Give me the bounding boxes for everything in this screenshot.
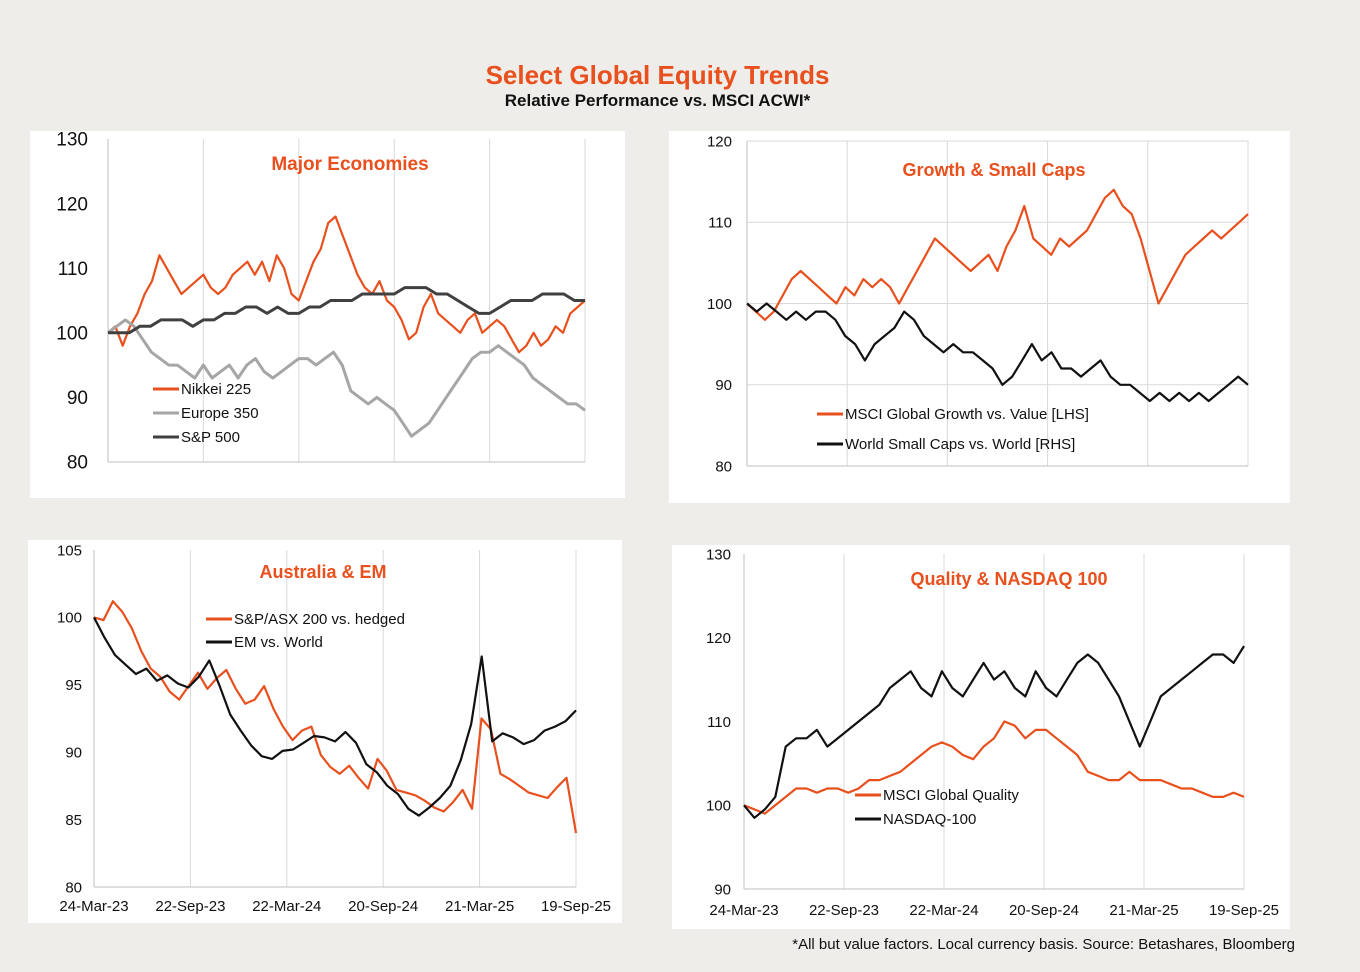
page-subtitle: Relative Performance vs. MSCI ACWI*: [504, 91, 811, 110]
major-economies-chart: 80 90 100 110 120 130 Major Economies Nikkei 22…: [56, 131, 586, 474]
y-tick-label: 120: [56, 194, 88, 215]
y-tick-label: 120: [707, 133, 732, 150]
y-tick-label: 100: [706, 798, 731, 815]
msci-global-growth-vs-value-lhs-line: [746, 188, 1249, 321]
y-tick-label: 95: [65, 677, 82, 694]
x-tick-label: 21-Mar-25: [1109, 902, 1178, 919]
nasdaq-100-line: [743, 645, 1245, 819]
y-tick-label: 110: [58, 259, 88, 280]
x-tick-label: 20-Sep-24: [348, 898, 418, 915]
quality-nasdaq-chart: 90 100 110 120 130 24-Mar-23 22-Sep-23 22-Mar-2…: [706, 546, 1279, 919]
y-tick-label: 85: [65, 812, 82, 829]
x-tick-label: 22-Mar-24: [252, 898, 321, 915]
legend-label: NASDAQ-100: [883, 811, 976, 828]
em-vs-world-line: [93, 616, 577, 817]
x-tick-label: 20-Sep-24: [1009, 902, 1079, 919]
y-tick-label: 105: [57, 542, 82, 559]
x-tick-label: 19-Sep-25: [541, 898, 611, 915]
growth-small-caps-chart: 80 90 100 110 120 Growth & Small Caps MSCI Glo…: [707, 133, 1249, 475]
y-tick-label: 130: [706, 546, 731, 563]
y-tick-label: 90: [715, 377, 732, 394]
chart-title: Quality & NASDAQ 100: [910, 569, 1107, 589]
growth-small-caps-panel: 80 90 100 110 120 Growth & Small Caps MSCI Glo…: [669, 131, 1290, 503]
world-small-caps-vs-world-rhs-line: [746, 302, 1249, 403]
y-tick-label: 90: [65, 744, 82, 761]
y-tick-label: 90: [67, 388, 88, 409]
s-p-asx-200-vs-hedged-line: [93, 600, 578, 834]
europe-350-line: [107, 318, 586, 438]
x-tick-label: 22-Sep-23: [155, 898, 225, 915]
y-tick-label: 110: [707, 714, 731, 731]
x-tick-label: 24-Mar-23: [709, 902, 778, 919]
quality-nasdaq-panel: 90 100 110 120 130 24-Mar-23 22-Sep-23 22-Mar-2…: [672, 545, 1290, 929]
australia-em-chart: 80 85 90 95 100 105 24-Mar-23 22-Sep-23 22-Mar-2…: [57, 542, 611, 915]
y-tick-label: 110: [708, 215, 732, 232]
legend-label: MSCI Global Growth vs. Value [LHS]: [845, 406, 1089, 423]
x-tick-label: 19-Sep-25: [1209, 902, 1279, 919]
legend-label: Nikkei 225: [181, 381, 251, 398]
y-tick-label: 100: [707, 296, 732, 313]
x-tick-label: 22-Mar-24: [909, 902, 978, 919]
australia-em-panel: 80 85 90 95 100 105 24-Mar-23 22-Sep-23 22-Mar-2…: [28, 540, 622, 923]
legend-label: S&P/ASX 200 vs. hedged: [234, 611, 405, 628]
y-tick-label: 80: [65, 879, 82, 896]
y-tick-label: 120: [706, 630, 731, 647]
legend-label: World Small Caps vs. World [RHS]: [845, 436, 1075, 453]
y-tick-label: 80: [715, 458, 732, 475]
y-tick-label: 100: [56, 323, 88, 344]
legend-label: Europe 350: [181, 405, 259, 422]
legend-label: EM vs. World: [234, 634, 323, 651]
footnote: *All but value factors. Local currency b…: [792, 936, 1295, 953]
chart-title: Major Economies: [271, 154, 428, 175]
x-tick-label: 22-Sep-23: [809, 902, 879, 919]
x-tick-label: 21-Mar-25: [445, 898, 514, 915]
legend-label: S&P 500: [181, 429, 240, 446]
msci-global-quality-line: [743, 720, 1245, 815]
chart-title: Australia & EM: [259, 562, 386, 582]
legend-label: MSCI Global Quality: [883, 787, 1019, 804]
y-tick-label: 100: [57, 610, 82, 627]
page-title: Select Global Equity Trends: [485, 60, 830, 90]
major-economies-panel: 80 90 100 110 120 130 Major Economies Nikkei 22…: [30, 131, 625, 498]
y-tick-label: 90: [714, 881, 731, 898]
y-tick-label: 130: [56, 131, 88, 151]
nikkei-225-line: [107, 215, 586, 354]
x-tick-label: 24-Mar-23: [59, 898, 128, 915]
y-tick-label: 80: [67, 453, 88, 474]
s-p-500-line: [108, 286, 585, 335]
chart-title: Growth & Small Caps: [902, 160, 1085, 180]
